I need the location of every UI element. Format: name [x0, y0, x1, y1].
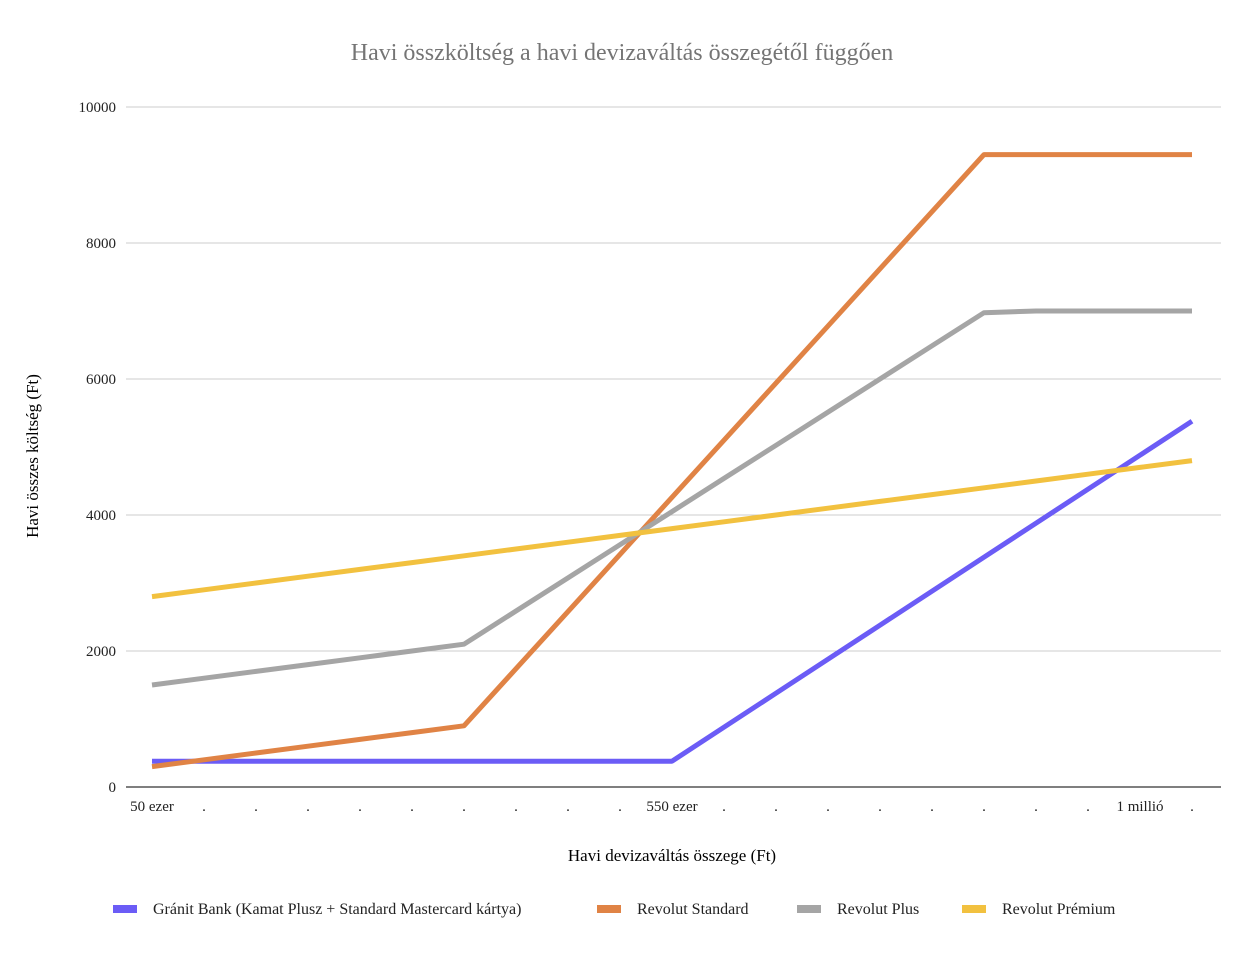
x-tick-label: . — [1086, 799, 1090, 815]
legend-label: Gránit Bank (Kamat Plusz + Standard Mast… — [153, 901, 521, 918]
legend-swatch — [797, 905, 821, 913]
x-tick-label: . — [618, 799, 622, 815]
legend-item: Gránit Bank (Kamat Plusz + Standard Mast… — [113, 901, 521, 918]
legend-item: Revolut Standard — [597, 901, 749, 918]
y-tick-label: 2000 — [86, 644, 116, 660]
legend-swatch — [962, 905, 986, 913]
x-tick-label: . — [410, 799, 414, 815]
series-line-2 — [151, 152, 1192, 770]
x-tick-label: . — [1190, 799, 1194, 815]
x-axis-label: Havi devizaváltás összege (Ft) — [568, 846, 776, 865]
x-tick-label: . — [306, 799, 310, 815]
x-tick-label: . — [514, 799, 518, 815]
x-tick-label: . — [254, 799, 258, 815]
x-tick-label: . — [462, 799, 466, 815]
x-tick-label: . — [930, 799, 934, 815]
legend-swatch — [113, 905, 137, 913]
x-tick-label: . — [982, 799, 986, 815]
y-axis-label: Havi összes költség (Ft) — [23, 374, 42, 538]
x-tick-label: . — [358, 799, 362, 815]
series-line-4 — [151, 458, 1193, 600]
x-tick-label: . — [566, 799, 570, 815]
legend-swatch — [597, 905, 621, 913]
series-line-3 — [151, 308, 1192, 688]
x-axis-ticks: 50 ezer......... 550 ezer........ 1 millió… — [130, 799, 1194, 815]
y-tick-label: 6000 — [86, 372, 116, 388]
x-tick-label: 1 millió — [1116, 799, 1163, 815]
series-line-1 — [152, 419, 1194, 764]
y-tick-label: 10000 — [79, 100, 117, 116]
x-tick-label: . — [774, 799, 778, 815]
x-tick-label: . — [826, 799, 830, 815]
y-axis-ticks: 0 2000 4000 6000 8000 10000 — [79, 100, 117, 796]
x-tick-label: . — [1034, 799, 1038, 815]
legend-label: Revolut Plus — [837, 901, 919, 918]
y-tick-label: 0 — [109, 780, 117, 796]
gridlines — [126, 106, 1221, 652]
y-tick-label: 8000 — [86, 236, 116, 252]
x-tick-label: 50 ezer — [130, 799, 174, 815]
y-tick-label: 4000 — [86, 508, 116, 524]
x-tick-label: . — [722, 799, 726, 815]
legend-label: Revolut Prémium — [1002, 901, 1116, 918]
x-tick-label: . — [202, 799, 206, 815]
legend-item: Revolut Prémium — [962, 901, 1116, 918]
series-lines — [151, 152, 1194, 770]
chart-title: Havi összköltség a havi devizaváltás öss… — [351, 40, 894, 66]
legend-label: Revolut Standard — [637, 901, 749, 918]
legend: Gránit Bank (Kamat Plusz + Standard Mast… — [113, 901, 1116, 918]
legend-item: Revolut Plus — [797, 901, 919, 918]
x-tick-label: . — [878, 799, 882, 815]
x-tick-label: 550 ezer — [646, 799, 697, 815]
